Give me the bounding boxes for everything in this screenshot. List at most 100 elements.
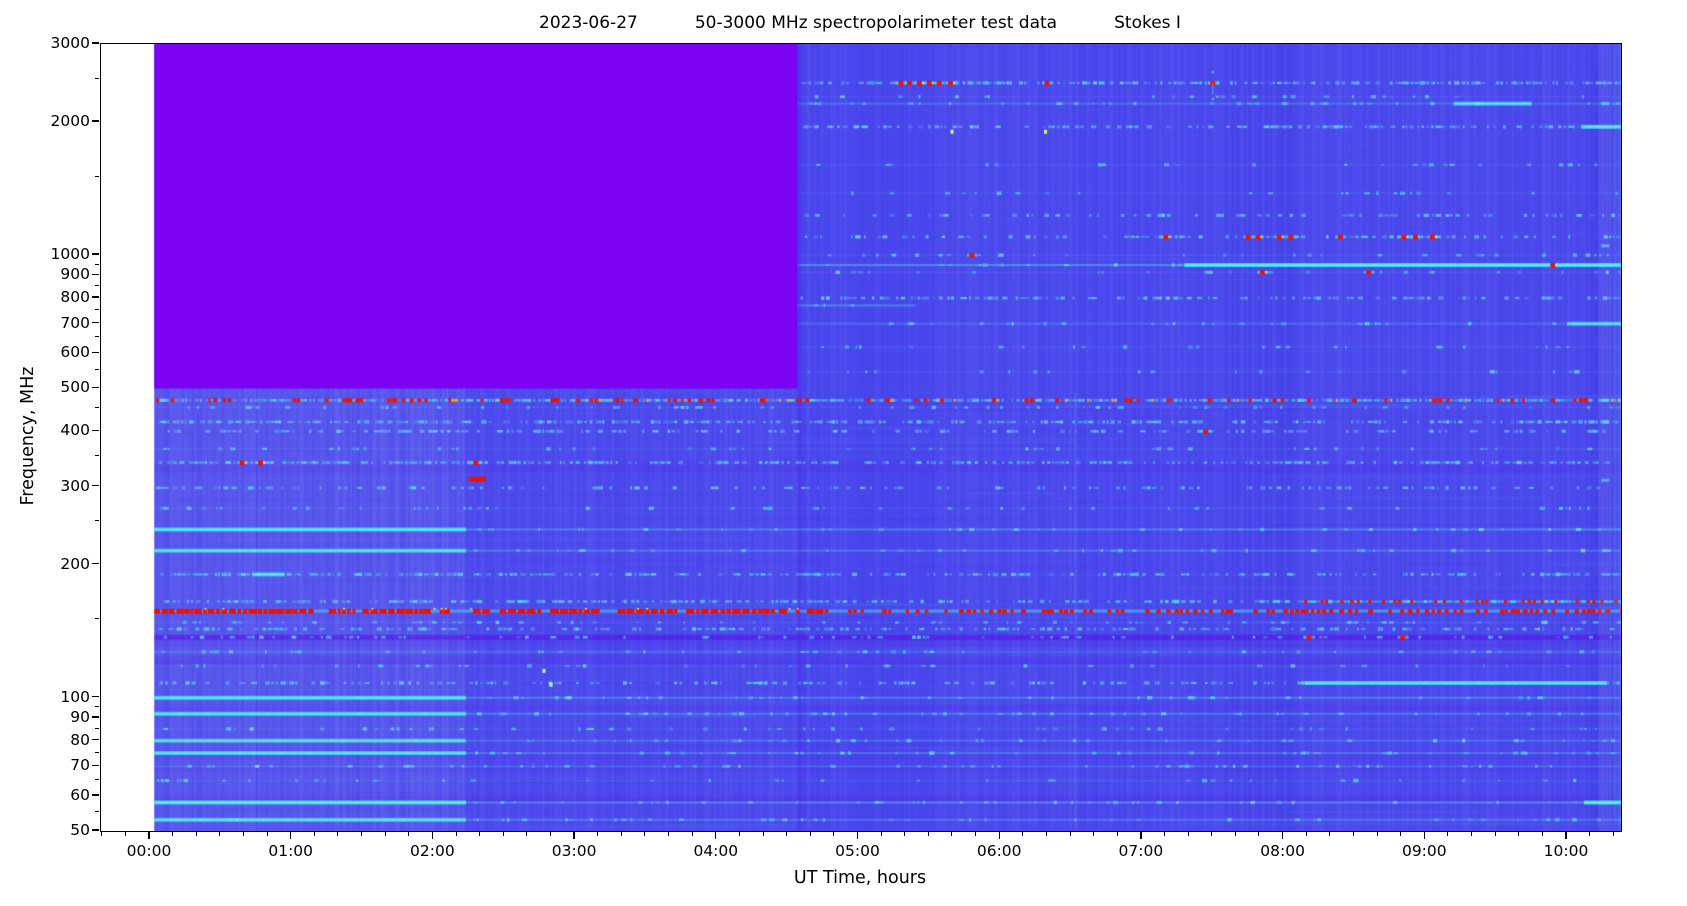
plot-title: 2023-06-27 50-3000 MHz spectropolarimeter… <box>100 13 1620 33</box>
x-minor-tick <box>195 831 197 836</box>
y-tick-label: 900 <box>60 265 90 284</box>
x-minor-tick <box>502 831 504 836</box>
y-minor-tick <box>95 368 99 370</box>
x-minor-tick <box>1116 831 1118 836</box>
y-major-tick <box>91 716 99 718</box>
x-minor-tick <box>1376 831 1378 836</box>
x-minor-tick <box>1045 831 1047 836</box>
y-major-tick <box>91 429 99 431</box>
y-tick-label: 60 <box>70 785 90 804</box>
x-tick-label: 08:00 <box>1260 842 1305 860</box>
x-major-tick <box>1140 831 1142 839</box>
x-tick-label: 10:00 <box>1543 842 1589 860</box>
y-major-tick <box>91 296 99 298</box>
x-minor-tick <box>361 831 363 836</box>
x-minor-tick <box>1352 831 1354 836</box>
x-minor-tick <box>1329 831 1331 836</box>
x-minor-tick <box>479 831 481 836</box>
x-tick-label: 03:00 <box>551 842 597 860</box>
y-minor-tick <box>95 751 99 753</box>
y-tick-label: 800 <box>60 288 90 307</box>
y-major-tick <box>91 484 99 487</box>
x-minor-tick <box>1069 831 1071 836</box>
y-minor-tick <box>95 263 99 265</box>
title-date: 2023-06-27 <box>539 13 638 33</box>
x-minor-tick <box>1589 831 1591 836</box>
y-minor-tick <box>95 284 99 286</box>
x-minor-tick <box>1447 831 1449 836</box>
y-major-tick <box>91 764 99 767</box>
x-minor-tick <box>337 831 339 836</box>
y-minor-tick <box>95 811 99 813</box>
x-major-tick <box>290 831 292 839</box>
y-minor-tick <box>95 618 99 620</box>
x-tick-label: 07:00 <box>1118 842 1164 860</box>
x-tick-label: 02:00 <box>410 842 455 860</box>
y-minor-tick <box>95 308 99 310</box>
y-major-tick <box>91 42 99 44</box>
x-minor-tick <box>833 831 835 836</box>
x-minor-tick <box>1400 831 1402 836</box>
x-minor-tick <box>1187 831 1189 836</box>
x-minor-tick <box>124 831 126 836</box>
y-tick-label: 2000 <box>50 111 90 130</box>
y-tick-label: 700 <box>60 313 90 332</box>
x-minor-tick <box>242 831 244 836</box>
x-minor-tick <box>1211 831 1213 836</box>
y-minor-tick <box>95 77 99 79</box>
title-stokes: Stokes I <box>1114 13 1181 33</box>
x-tick-label: 01:00 <box>268 842 314 860</box>
y-tick-label: 600 <box>60 343 90 362</box>
x-minor-tick <box>762 831 764 836</box>
y-major-tick <box>91 253 99 255</box>
x-major-tick <box>1281 831 1284 839</box>
x-minor-tick <box>691 831 693 836</box>
y-major-tick <box>91 696 99 698</box>
x-major-tick <box>1423 831 1425 839</box>
x-minor-tick <box>597 831 599 836</box>
x-minor-tick <box>101 831 103 836</box>
x-major-tick <box>856 831 859 839</box>
x-minor-tick <box>1093 831 1095 836</box>
x-minor-tick <box>408 831 410 836</box>
y-minor-tick <box>95 779 99 781</box>
y-tick-label: 100 <box>60 687 90 706</box>
x-minor-tick <box>1494 831 1496 836</box>
y-minor-tick <box>95 336 99 338</box>
y-tick-label: 500 <box>60 378 90 397</box>
y-major-tick <box>91 562 99 565</box>
y-major-tick <box>91 322 99 324</box>
x-minor-tick <box>1518 831 1520 836</box>
x-minor-tick <box>786 831 788 836</box>
x-minor-tick <box>549 831 551 836</box>
y-tick-label: 50 <box>70 821 90 839</box>
x-minor-tick <box>1258 831 1260 836</box>
y-major-tick <box>91 120 99 122</box>
x-minor-tick <box>1305 831 1307 836</box>
x-major-tick <box>148 831 150 839</box>
x-minor-tick <box>644 831 646 836</box>
x-major-tick <box>715 831 717 839</box>
x-minor-tick <box>266 831 268 836</box>
y-tick-label: 300 <box>60 476 90 495</box>
x-minor-tick <box>620 831 622 836</box>
y-major-tick <box>91 794 99 796</box>
y-major-tick <box>91 829 99 831</box>
x-minor-tick <box>1471 831 1473 836</box>
y-minor-tick <box>95 455 99 457</box>
x-minor-tick <box>526 831 528 836</box>
y-minor-tick <box>95 407 99 409</box>
x-axis-label: UT Time, hours <box>793 868 927 888</box>
y-major-tick <box>91 386 99 389</box>
plot-area <box>100 43 1622 832</box>
x-major-tick <box>573 831 575 839</box>
y-tick-label: 3000 <box>50 34 90 52</box>
x-minor-tick <box>384 831 386 836</box>
x-tick-label: 00:00 <box>126 842 172 860</box>
x-minor-tick <box>1164 831 1166 836</box>
x-major-tick <box>431 831 434 839</box>
y-minor-tick <box>95 706 99 708</box>
x-minor-tick <box>951 831 953 836</box>
x-minor-tick <box>738 831 740 836</box>
